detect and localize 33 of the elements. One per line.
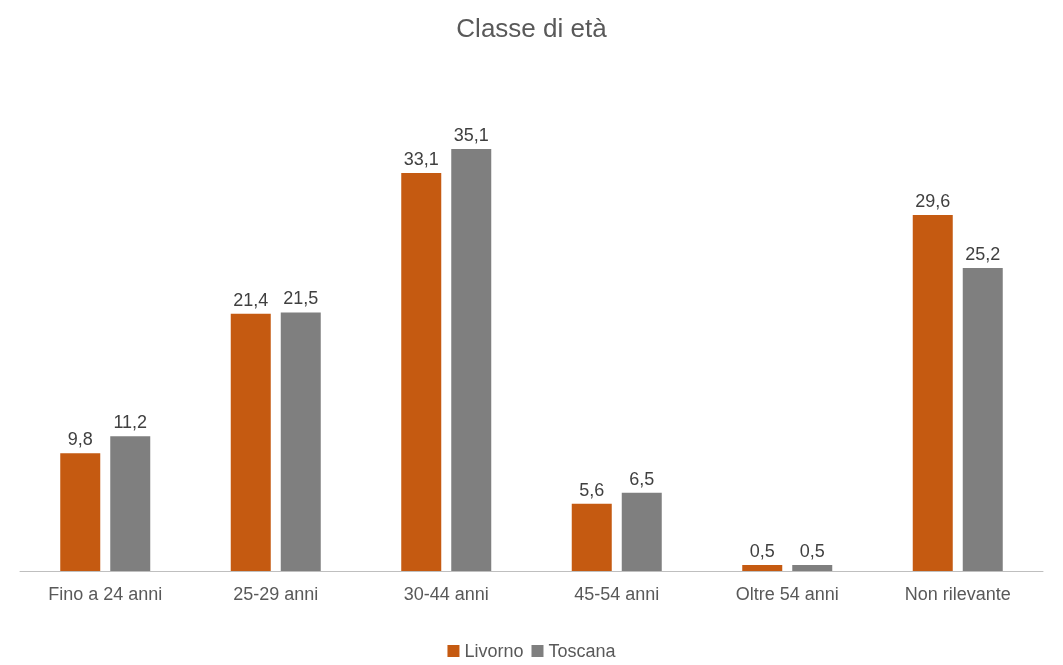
data-label: 25,2 [965,243,1001,264]
data-label: 33,1 [403,148,439,169]
bar [962,267,1003,571]
data-label: 0,5 [749,540,775,561]
bar [60,453,101,571]
x-tick-label: 25-29 anni [233,584,319,604]
x-tick-label: Non rilevante [904,584,1011,604]
chart-title: Classe di età [456,13,608,43]
bar [451,148,492,571]
data-label: 6,5 [629,468,655,489]
data-label: 9,8 [67,429,93,450]
data-label: 21,4 [233,289,269,310]
bar [230,313,271,571]
bar [792,564,833,571]
data-label: 0,5 [799,540,825,561]
legend-label: Toscana [548,641,617,661]
data-label: 11,2 [113,412,148,433]
bar [280,312,321,571]
bar [912,215,953,571]
x-tick-label: 30-44 anni [403,584,489,604]
bar [742,564,783,571]
legend-label: Livorno [464,641,524,661]
x-tick-label: Oltre 54 anni [735,584,839,604]
x-tick-label: Fino a 24 anni [48,584,163,604]
data-label: 35,1 [453,124,489,145]
bar [401,172,442,571]
data-label: 5,6 [579,479,605,500]
bar [571,503,612,571]
x-tick-label: 45-54 anni [574,584,660,604]
bar [621,492,662,571]
bar [110,436,151,571]
data-label: 29,6 [915,191,951,212]
data-label: 21,5 [283,288,319,309]
